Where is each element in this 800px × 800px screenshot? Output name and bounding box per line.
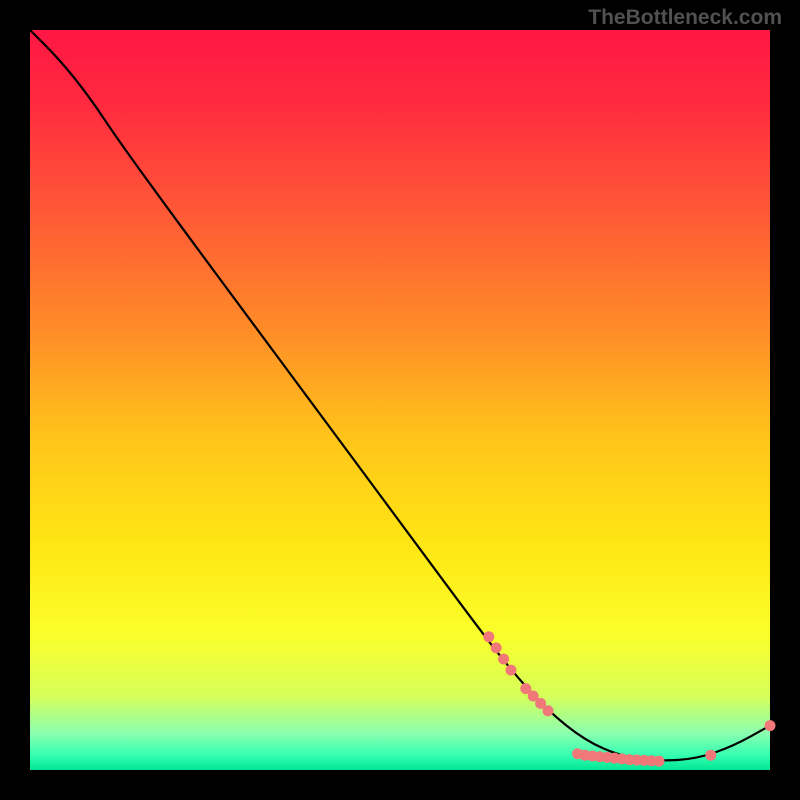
chart-overlay bbox=[30, 30, 770, 770]
data-marker bbox=[506, 665, 517, 676]
watermark-text: TheBottleneck.com bbox=[588, 6, 782, 30]
data-marker bbox=[491, 642, 502, 653]
data-marker bbox=[705, 750, 716, 761]
bottleneck-curve bbox=[30, 30, 770, 760]
data-marker bbox=[765, 720, 776, 731]
data-marker bbox=[498, 654, 509, 665]
data-marker bbox=[483, 631, 494, 642]
data-marker bbox=[654, 756, 665, 767]
data-marker bbox=[543, 705, 554, 716]
plot-area bbox=[30, 30, 770, 770]
